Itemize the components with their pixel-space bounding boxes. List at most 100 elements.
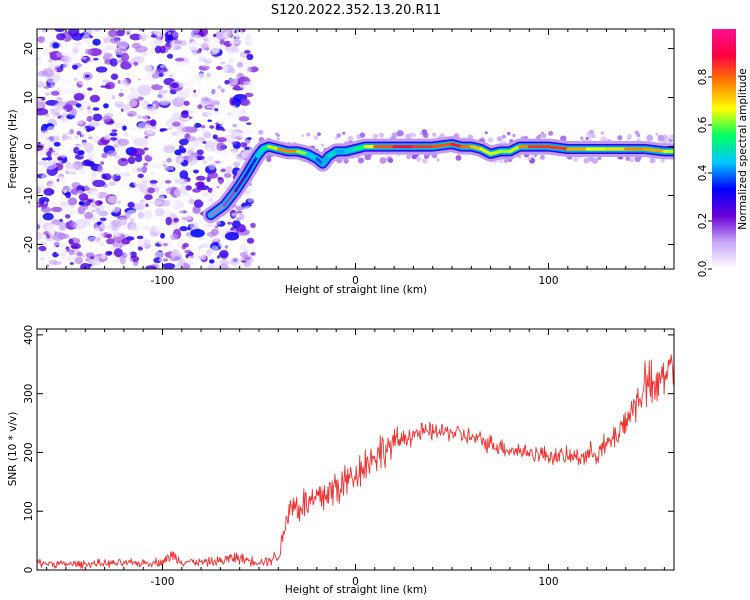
noise-speckle	[47, 201, 55, 205]
noise-speckle	[170, 233, 179, 241]
noise-speckle	[232, 124, 238, 128]
noise-speckle	[68, 238, 74, 245]
noise-speckle	[221, 45, 225, 50]
noise-speckle	[133, 137, 148, 147]
noise-speckle	[246, 237, 255, 244]
noise-speckle	[79, 222, 84, 227]
noise-speckle	[65, 191, 71, 199]
noise-speckle	[147, 187, 156, 194]
noise-speckle	[102, 79, 110, 83]
noise-speckle	[78, 201, 85, 206]
track-core-segment	[508, 145, 522, 153]
noise-speckle	[37, 132, 40, 137]
noise-speckle	[114, 232, 121, 238]
noise-speckle	[65, 214, 71, 219]
noise-speckle	[216, 257, 221, 261]
noise-speckle	[73, 213, 79, 219]
noise-speckle	[85, 252, 95, 258]
noise-speckle	[162, 164, 167, 167]
noise-speckle	[411, 154, 417, 160]
noise-speckle	[103, 103, 109, 109]
noise-speckle	[116, 88, 121, 92]
noise-speckle	[155, 68, 162, 75]
noise-speckle	[151, 73, 161, 79]
noise-speckle	[65, 100, 79, 106]
noise-speckle	[133, 61, 139, 66]
noise-speckle	[207, 155, 215, 163]
noise-speckle	[580, 136, 584, 140]
noise-speckle	[200, 254, 207, 261]
noise-speckle	[43, 85, 50, 89]
noise-speckle	[37, 224, 41, 230]
noise-speckle	[37, 202, 40, 207]
noise-speckle	[123, 132, 129, 137]
noise-speckle	[171, 112, 182, 122]
noise-speckle	[170, 82, 180, 89]
noise-speckle	[56, 51, 63, 58]
noise-speckle	[93, 57, 99, 61]
noise-speckle	[75, 136, 78, 139]
noise-speckle	[122, 125, 127, 131]
noise-speckle	[146, 105, 157, 111]
noise-speckle	[69, 147, 75, 154]
noise-speckle	[115, 99, 122, 104]
spectrogram-y-tick-label: 20	[23, 42, 35, 55]
noise-speckle	[85, 74, 90, 78]
noise-speckle	[518, 155, 522, 159]
noise-speckle	[187, 193, 193, 199]
noise-speckle	[154, 144, 163, 149]
noise-speckle	[240, 98, 250, 106]
noise-speckle	[92, 38, 101, 46]
noise-speckle	[388, 158, 394, 163]
noise-speckle	[76, 131, 82, 136]
noise-speckle	[117, 227, 123, 232]
noise-speckle	[83, 221, 92, 227]
noise-speckle	[147, 166, 154, 171]
noise-speckle	[229, 257, 240, 266]
noise-speckle	[142, 115, 148, 122]
noise-speckle	[112, 115, 125, 123]
noise-speckle	[130, 51, 137, 58]
noise-speckle	[83, 29, 93, 36]
noise-speckle	[207, 172, 219, 179]
noise-speckle	[114, 49, 122, 56]
noise-speckle	[52, 42, 60, 49]
noise-speckle	[167, 123, 172, 127]
noise-speckle	[185, 254, 189, 258]
noise-speckle	[205, 147, 213, 153]
colorbar-gradient	[712, 29, 736, 269]
noise-speckle	[182, 87, 195, 94]
noise-speckle	[239, 252, 248, 257]
noise-speckle	[41, 206, 52, 213]
noise-speckle	[66, 255, 77, 262]
noise-speckle	[484, 131, 488, 135]
noise-speckle	[42, 29, 48, 32]
noise-speckle	[69, 262, 74, 265]
noise-speckle	[161, 199, 171, 207]
noise-speckle	[62, 63, 69, 69]
noise-speckle	[123, 168, 131, 173]
noise-speckle	[39, 151, 47, 157]
snr-panel: -100 0 100 0 100 200 300 400 Height of straight…	[7, 325, 675, 596]
noise-speckle	[37, 261, 47, 269]
noise-speckle	[82, 160, 90, 167]
noise-speckle	[103, 52, 108, 57]
noise-speckle	[201, 43, 209, 50]
noise-speckle	[117, 189, 125, 196]
noise-speckle	[60, 181, 67, 187]
noise-speckle	[100, 161, 105, 166]
noise-speckle	[137, 173, 144, 178]
noise-speckle	[113, 67, 119, 70]
spectrogram-track-layer	[202, 136, 674, 224]
noise-speckle	[216, 185, 220, 189]
noise-speckle	[167, 199, 177, 209]
noise-speckle	[163, 242, 168, 247]
noise-speckle	[51, 203, 57, 207]
noise-speckle	[421, 129, 428, 136]
noise-speckle	[118, 92, 124, 97]
noise-speckle	[230, 217, 235, 222]
noise-speckle	[211, 188, 218, 194]
noise-speckle	[37, 168, 43, 175]
noise-speckle	[166, 157, 172, 163]
noise-speckle	[185, 214, 192, 220]
